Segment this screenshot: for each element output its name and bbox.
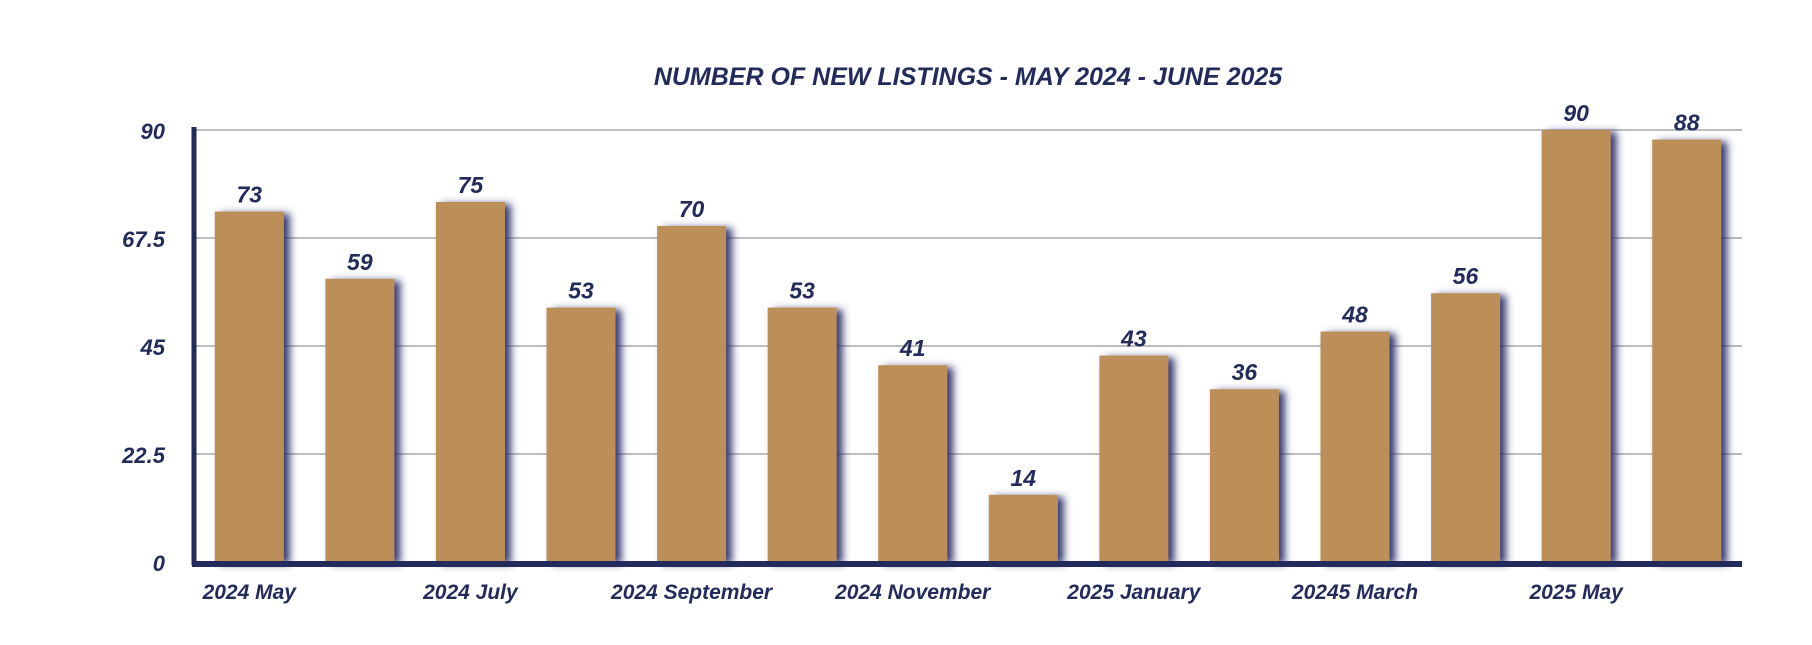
bar	[435, 202, 505, 562]
data-labels: 73 59 75 53 70 53 41 14 43 36 48 56 90 88	[236, 100, 1699, 491]
bar	[1431, 293, 1501, 562]
bar	[1320, 331, 1390, 562]
gridlines	[194, 129, 1742, 455]
data-label: 48	[1341, 302, 1368, 328]
y-tick-label: 67.5	[122, 227, 166, 252]
x-tick-label: 20245 March	[1291, 581, 1418, 604]
data-label: 88	[1674, 110, 1700, 136]
x-tick-label: 2025 January	[1066, 581, 1201, 604]
y-tick-label: 90	[141, 119, 166, 144]
y-tick-label: 22.5	[121, 443, 166, 468]
y-axis-ticks: 0 22.5 45 67.5 90	[121, 119, 166, 576]
y-tick-label: 45	[140, 335, 166, 360]
data-label: 53	[568, 278, 594, 304]
bar	[1099, 355, 1169, 562]
x-tick-label: 2024 September	[610, 581, 774, 604]
data-label: 90	[1563, 100, 1589, 126]
bar	[214, 211, 284, 562]
data-label: 56	[1453, 263, 1479, 289]
y-tick-label: 0	[153, 551, 166, 576]
x-tick-label: 2025 May	[1528, 581, 1624, 604]
data-label: 73	[236, 182, 262, 208]
data-label: 53	[789, 278, 815, 304]
bar	[1209, 389, 1279, 562]
bar	[988, 494, 1058, 562]
data-label: 14	[1010, 465, 1036, 491]
data-label: 75	[458, 172, 485, 198]
bar	[767, 307, 837, 562]
data-label: 59	[347, 249, 373, 275]
data-label: 36	[1232, 359, 1258, 385]
data-label: 70	[679, 196, 705, 222]
x-tick-label: 2024 November	[834, 581, 992, 604]
bar	[1541, 130, 1611, 562]
bar	[546, 307, 616, 562]
x-axis-ticks: 2024 May 2024 July 2024 September 2024 Nove…	[202, 581, 1625, 604]
bars	[214, 130, 1722, 562]
x-tick-label: 2024 July	[422, 581, 519, 604]
chart-title: NUMBER OF NEW LISTINGS - MAY 2024 - JUNE…	[654, 63, 1283, 91]
axes	[191, 127, 1742, 567]
bar	[878, 365, 948, 562]
data-label: 41	[899, 335, 926, 361]
bar	[325, 278, 395, 562]
x-tick-label: 2024 May	[202, 581, 298, 604]
bar	[657, 226, 727, 562]
data-label: 43	[1120, 326, 1147, 352]
bar	[1652, 139, 1722, 562]
